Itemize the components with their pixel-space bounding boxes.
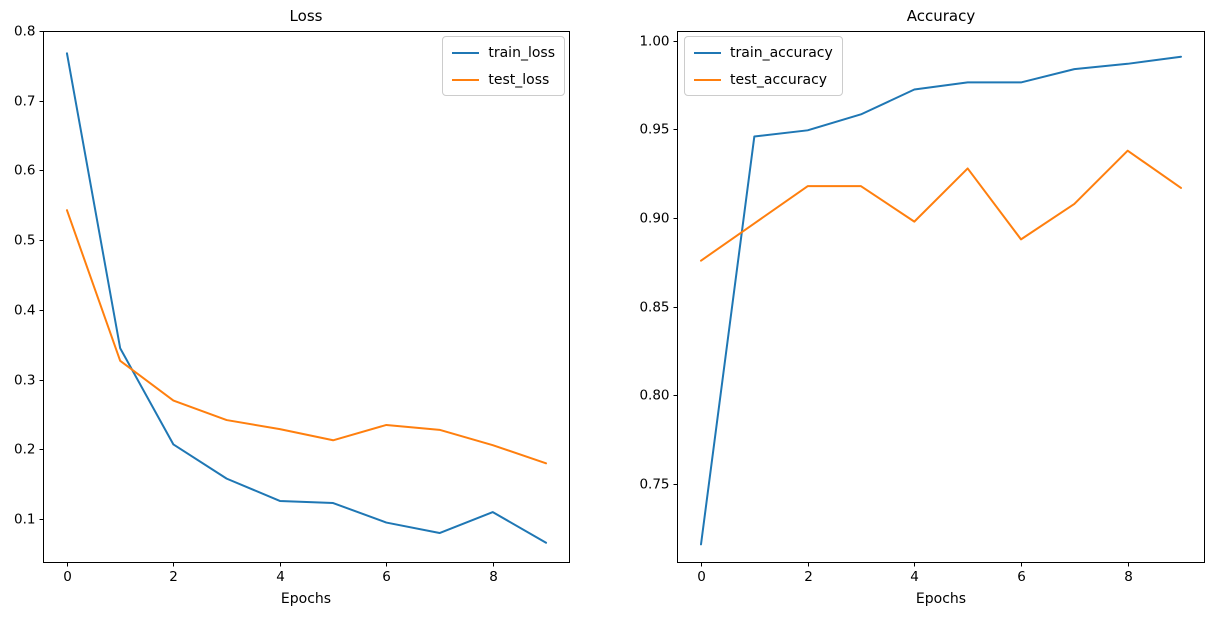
x-tick-label: 0: [63, 568, 72, 585]
y-tick-label: 0.4: [14, 301, 36, 318]
y-tick-label: 0.2: [14, 440, 36, 457]
legend-label: test_loss: [488, 71, 550, 88]
loss-x-axis-label: Epochs: [280, 591, 332, 607]
y-tick-label: 0.90: [639, 209, 670, 226]
x-tick-label: 8: [489, 568, 498, 585]
axes-spines: [43, 31, 570, 563]
accuracy-x-axis-label: Epochs: [915, 591, 967, 607]
y-tick-label: 0.7: [14, 92, 36, 109]
legend-label: test_accuracy: [730, 71, 828, 88]
x-tick-label: 2: [804, 568, 813, 585]
x-tick-label: 8: [1124, 568, 1133, 585]
x-tick-label: 4: [910, 568, 919, 585]
loss-chart-title: Loss: [289, 7, 323, 25]
train_accuracy-line: [700, 55, 1182, 546]
y-tick-label: 0.75: [639, 475, 670, 492]
legend-label: train_accuracy: [730, 44, 833, 61]
accuracy-chart-title: Accuracy: [906, 7, 976, 25]
test_loss-line: [65, 209, 548, 465]
y-tick-label: 0.85: [639, 298, 670, 315]
y-tick-label: 0.3: [14, 371, 36, 388]
loss-legend: train_loss test_loss: [442, 36, 565, 96]
legend-entry: train_loss: [452, 42, 555, 63]
legend-label: train_loss: [488, 44, 555, 61]
axes-spines: [677, 31, 1205, 563]
y-tick-label: 1.00: [639, 32, 670, 49]
y-tick-label: 0.1: [14, 510, 36, 527]
test-accuracy-line-swatch-icon: [694, 78, 721, 81]
test-loss-line-swatch-icon: [452, 78, 480, 81]
train_loss-line: [65, 52, 548, 544]
x-tick-label: 6: [1017, 568, 1026, 585]
y-tick-label: 0.8: [14, 22, 36, 39]
x-tick-label: 2: [169, 568, 178, 585]
test_accuracy-line: [700, 149, 1182, 262]
y-tick-label: 0.95: [639, 120, 670, 137]
legend-entry: train_accuracy: [694, 42, 833, 63]
train-accuracy-line-swatch-icon: [694, 51, 721, 54]
train-loss-line-swatch-icon: [452, 51, 480, 54]
legend-entry: test_loss: [452, 69, 555, 90]
y-tick-label: 0.6: [14, 161, 36, 178]
y-tick-label: 0.80: [639, 386, 670, 403]
legend-entry: test_accuracy: [694, 69, 833, 90]
y-tick-label: 0.5: [14, 231, 36, 248]
x-tick-label: 6: [382, 568, 391, 585]
accuracy-legend: train_accuracy test_accuracy: [684, 36, 843, 96]
x-tick-label: 4: [276, 568, 285, 585]
x-tick-label: 0: [697, 568, 706, 585]
